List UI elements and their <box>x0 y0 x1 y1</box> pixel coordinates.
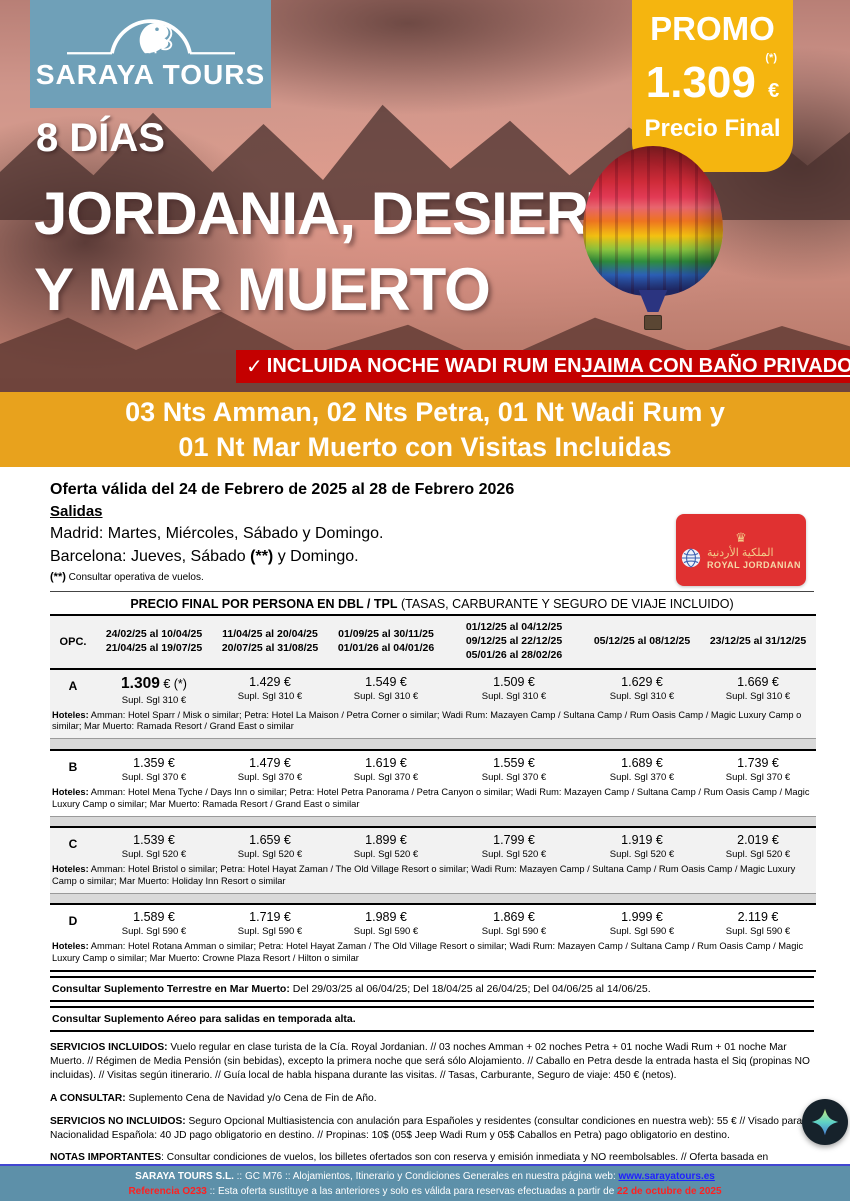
globe-icon <box>681 548 701 568</box>
hero-desert-photo: SARAYA TOURS 8 DÍAS JORDANIA, DESIERTO Y… <box>0 0 850 392</box>
floating-widget-button[interactable] <box>802 1099 848 1145</box>
price-table-header-row: OPC. 24/02/25 al 10/04/25 21/04/25 al 19/… <box>50 615 816 669</box>
content-area: Oferta válida del 24 de Febrero de 2025 … <box>0 467 850 1193</box>
airline-name: ROYAL JORDANIAN <box>706 559 801 570</box>
days-label: 8 DÍAS <box>36 116 165 160</box>
price-table-title-rest: (TASAS, CARBURANTE Y SEGURO DE VIAJE INC… <box>397 597 734 611</box>
footer-date: 22 de octubre de 2025 <box>617 1186 722 1197</box>
footer-reference: Referencia O233 <box>128 1186 207 1197</box>
barcelona-pre: Barcelona: Jueves, Sábado <box>50 548 251 565</box>
balloon-basket <box>644 315 662 330</box>
royal-jordanian-logo: ♛ الملكية الأردنية ROYAL JORDANIAN <box>676 514 806 586</box>
footer-line2: Referencia O233 :: Esta oferta sustituye… <box>0 1184 850 1199</box>
option-b-prices-row: B 1.359 € Supl. Sgl 370 € 1.479 € Supl. Sg… <box>50 749 816 787</box>
footer-line1: SARAYA TOURS S.L. :: GC M76 :: Alojamien… <box>0 1169 850 1184</box>
airline-arabic-name: الملكية الأردنية <box>706 546 774 559</box>
section-a-consultar: A CONSULTAR: Suplemento Cena de Navidad … <box>50 1092 377 1104</box>
supplement-aereo-note: Consultar Suplemento Aéreo para salidas … <box>50 1006 814 1033</box>
hot-air-balloon <box>583 146 723 330</box>
footer-mid-text: :: GC M76 :: Alojamientos, Itinerario y … <box>233 1171 619 1182</box>
row-separator <box>50 892 816 905</box>
promo-price-badge: PROMO (*) 1.309 € Precio Final <box>632 0 793 172</box>
promo-price: 1.309 € <box>632 61 793 110</box>
date-column-5: 05/12/25 al 08/12/25 <box>593 634 691 647</box>
option-a-hotels-row: Hoteles: Amman: Hotel Sparr / Misk o sim… <box>50 709 816 739</box>
main-title-line2: Y MAR MUERTO <box>34 256 491 323</box>
barcelona-departures: Barcelona: Jueves, Sábado (**) y Domingo… <box>50 548 814 566</box>
option-a-prices-row: A 1.309 € (*) Supl. Sgl 310 € 1.429 € Supl… <box>50 668 816 710</box>
footnote-text: Consultar operativa de vuelos. <box>65 572 204 583</box>
option-b-hotels-row: Hoteles: Amman: Hotel Mena Tyche / Days … <box>52 786 810 809</box>
footer-mid2-text: :: Esta oferta sustituye a las anteriore… <box>206 1186 618 1197</box>
section-servicios-incluidos: SERVICIOS INCLUIDOS: Vuelo regular en cl… <box>50 1042 810 1081</box>
itinerary-line2: 01 Nt Mar Muerto con Visitas Incluidas <box>178 432 672 462</box>
promo-currency: € <box>768 80 780 102</box>
option-c-prices-row: C 1.539 € Supl. Sgl 520 € 1.659 € Supl. Sg… <box>50 827 816 865</box>
footer-company: SARAYA TOURS S.L. <box>135 1171 234 1182</box>
promo-subtitle: Precio Final <box>644 115 781 142</box>
check-icon: ✓ <box>246 356 263 378</box>
price-table: OPC. 24/02/25 al 10/04/25 21/04/25 al 19/… <box>50 614 816 972</box>
option-d-prices-row: D 1.589 € Supl. Sgl 590 € 1.719 € Supl. Sg… <box>50 904 816 941</box>
ribbon-text-underlined: JAIMA CON BAÑO PRIVADO <box>581 355 850 377</box>
footer-bar: SARAYA TOURS S.L. :: GC M76 :: Alojamien… <box>0 1164 850 1201</box>
date-column-2: 11/04/25 al 20/04/25 20/07/25 al 31/08/25 <box>221 627 319 654</box>
ribbon-text: INCLUIDA NOCHE WADI RUM EN <box>266 355 582 377</box>
offer-validity: Oferta válida del 24 de Febrero de 2025 … <box>50 481 515 498</box>
footnote-mark: (**) <box>50 571 66 583</box>
section-servicios-no-incluidos: SERVICIOS NO INCLUIDOS: Seguro Opcional … <box>50 1115 803 1141</box>
option-c-hotels-row: Hoteles: Amman: Hotel Bristol o similar;… <box>50 864 816 894</box>
wadi-rum-ribbon: ✓ INCLUIDA NOCHE WADI RUM EN JAIMA CON B… <box>236 350 850 383</box>
itinerary-line1: 03 Nts Amman, 02 Nts Petra, 01 Nt Wadi R… <box>125 397 725 427</box>
promo-asterisk: (*) <box>765 52 777 64</box>
price-table-title-bold: PRECIO FINAL POR PERSONA EN DBL / TPL <box>130 597 398 611</box>
brand-name: SARAYA TOURS <box>35 59 266 90</box>
salidas-heading: Salidas <box>50 503 103 520</box>
crown-icon: ♛ <box>735 529 747 545</box>
opc-header: OPC. <box>59 635 87 648</box>
main-title: JORDANIA, DESIERTO Y MAR MUERTO <box>34 176 669 328</box>
promo-price-value: 1.309 <box>645 58 756 107</box>
sparkle-star-icon <box>811 1108 839 1136</box>
itinerary-band: 03 Nts Amman, 02 Nts Petra, 01 Nt Wadi R… <box>0 392 850 467</box>
barcelona-post: y Domingo. <box>273 548 359 565</box>
row-separator <box>50 738 816 750</box>
madrid-departures: Madrid: Martes, Miércoles, Sábado y Domi… <box>50 525 384 542</box>
balloon-envelope <box>583 146 723 296</box>
date-column-6: 23/12/25 al 31/12/25 <box>709 634 807 647</box>
supplement-terrestre-note: Consultar Suplemento Terrestre en Mar Mu… <box>50 976 814 1003</box>
falcon-logo-icon <box>66 19 235 55</box>
date-column-3: 01/09/25 al 30/11/25 01/01/26 al 04/01/26 <box>337 627 435 654</box>
main-title-line1: JORDANIA, DESIERTO <box>34 180 669 247</box>
row-separator <box>50 815 816 828</box>
promo-label: PROMO <box>650 10 775 47</box>
flights-footnote: (**) Consultar operativa de vuelos. <box>50 571 814 583</box>
website-link[interactable]: www.sarayatours.es <box>618 1171 715 1182</box>
price-table-title: PRECIO FINAL POR PERSONA EN DBL / TPL (T… <box>50 591 814 614</box>
date-column-1: 24/02/25 al 10/04/25 21/04/25 al 19/07/25 <box>105 627 203 654</box>
option-d-hotels-row: Hoteles: Amman: Hotel Rotana Amman o sim… <box>50 941 816 972</box>
date-column-4: 01/12/25 al 04/12/25 09/12/25 al 22/12/25… <box>465 621 563 661</box>
saraya-tours-logo: SARAYA TOURS <box>30 0 271 108</box>
balloon-neck <box>638 290 668 312</box>
barcelona-mark: (**) <box>250 548 274 565</box>
